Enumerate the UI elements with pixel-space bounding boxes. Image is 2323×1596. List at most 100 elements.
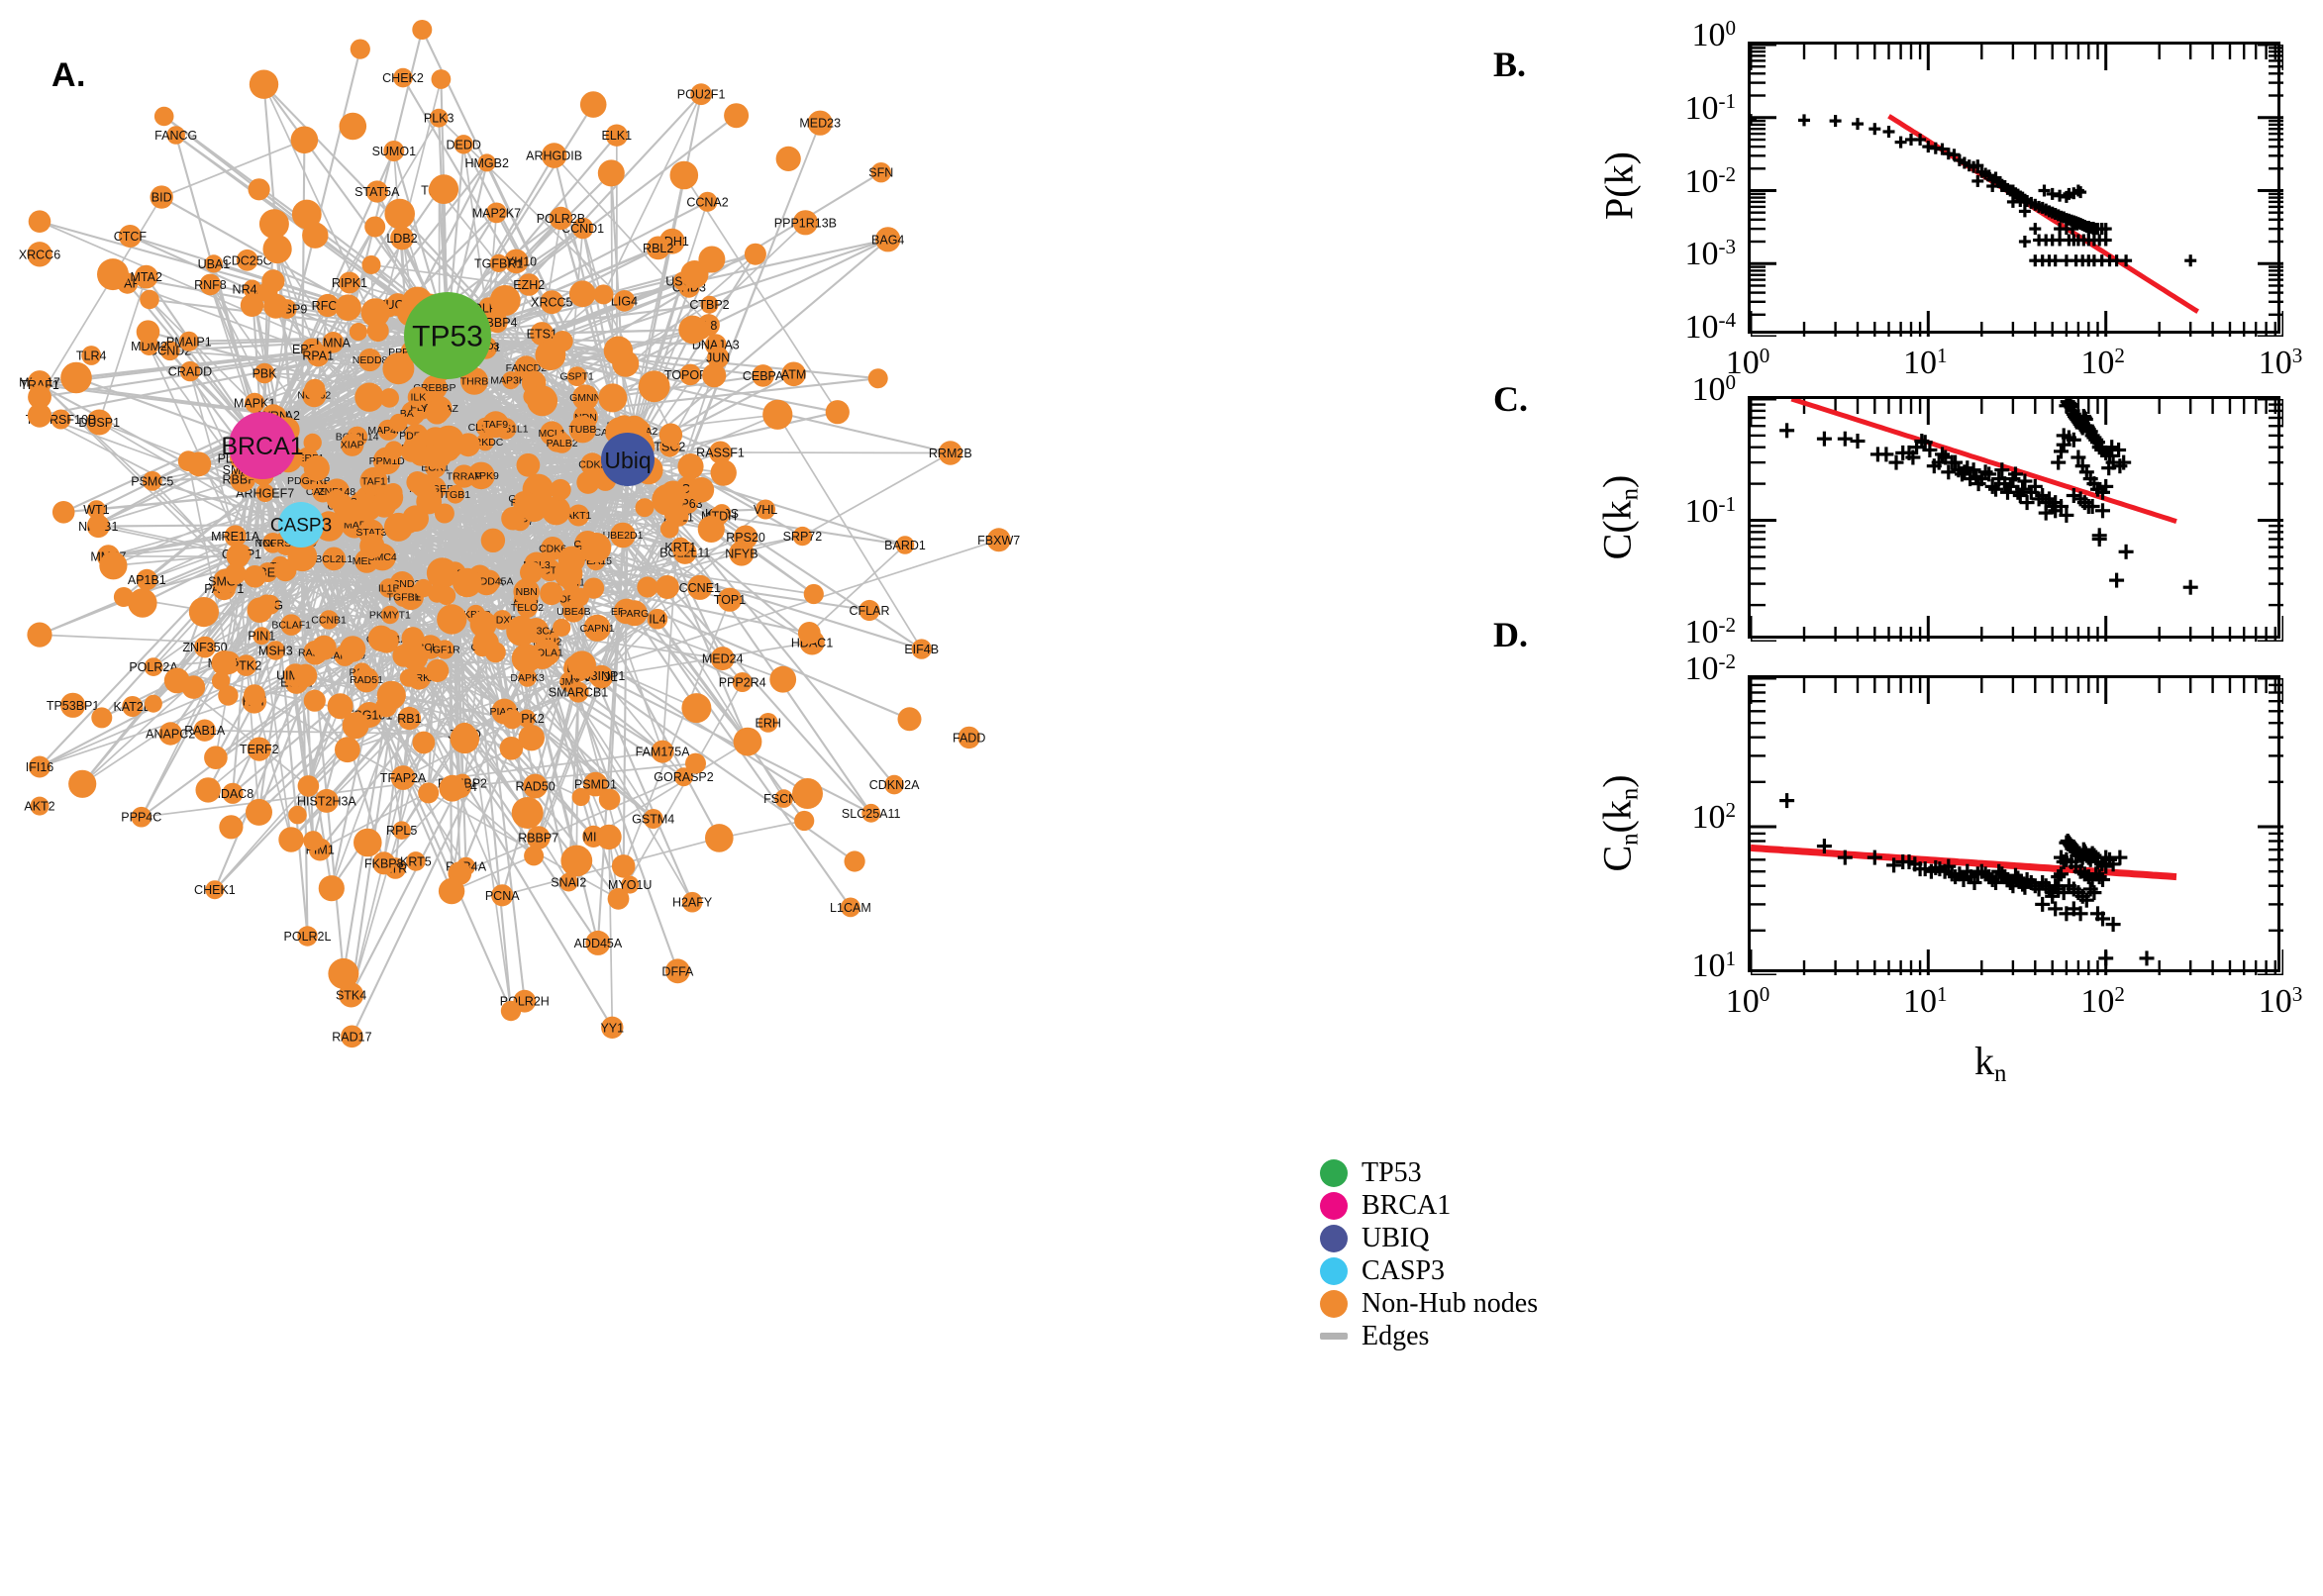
network-node[interactable] — [517, 709, 536, 728]
network-node[interactable] — [567, 650, 596, 679]
network-node[interactable] — [380, 605, 400, 625]
network-node[interactable] — [322, 547, 347, 571]
network-node[interactable] — [429, 108, 449, 128]
network-node[interactable] — [480, 528, 506, 552]
network-node[interactable] — [406, 851, 426, 871]
network-node[interactable] — [560, 845, 593, 877]
network-node[interactable] — [128, 588, 157, 618]
network-node[interactable] — [610, 522, 636, 549]
network-node[interactable] — [401, 643, 429, 671]
network-node[interactable] — [659, 520, 679, 539]
network-node[interactable] — [392, 821, 412, 840]
network-node[interactable] — [454, 135, 473, 154]
hub-node-ubiq[interactable] — [601, 433, 655, 486]
network-node[interactable] — [439, 774, 466, 802]
network-node[interactable] — [491, 884, 514, 907]
network-node[interactable] — [384, 441, 404, 460]
network-node[interactable] — [651, 740, 674, 763]
network-node[interactable] — [99, 551, 128, 580]
network-node[interactable] — [204, 746, 228, 769]
network-node[interactable] — [27, 403, 52, 428]
network-node[interactable] — [647, 608, 668, 630]
network-node[interactable] — [710, 647, 735, 671]
network-node[interactable] — [762, 399, 793, 430]
network-node[interactable] — [597, 159, 625, 187]
network-node[interactable] — [412, 20, 433, 40]
network-node[interactable] — [733, 727, 762, 756]
network-node[interactable] — [681, 891, 703, 913]
network-node[interactable] — [710, 459, 737, 486]
network-node[interactable] — [118, 225, 142, 248]
network-node[interactable] — [383, 141, 405, 161]
network-node[interactable] — [248, 178, 270, 201]
network-node[interactable] — [707, 347, 730, 369]
network-node[interactable] — [453, 567, 482, 598]
network-node[interactable] — [794, 810, 815, 832]
network-node[interactable] — [583, 577, 605, 599]
network-node[interactable] — [571, 217, 594, 240]
network-node[interactable] — [262, 234, 292, 264]
network-node[interactable] — [803, 583, 824, 605]
network-node[interactable] — [389, 413, 408, 433]
network-node[interactable] — [258, 209, 289, 240]
network-node[interactable] — [322, 332, 345, 353]
network-node[interactable] — [401, 627, 425, 649]
network-node[interactable] — [365, 180, 388, 203]
network-node[interactable] — [844, 850, 865, 872]
network-node[interactable] — [895, 536, 915, 554]
network-node[interactable] — [150, 185, 173, 209]
network-node[interactable] — [576, 470, 600, 494]
network-node[interactable] — [571, 787, 590, 807]
network-node[interactable] — [188, 597, 219, 628]
network-node[interactable] — [158, 722, 182, 746]
network-node[interactable] — [724, 103, 750, 129]
network-node[interactable] — [986, 528, 1011, 552]
network-node[interactable] — [541, 537, 565, 560]
network-node[interactable] — [435, 640, 454, 659]
network-node[interactable] — [553, 618, 571, 638]
network-node[interactable] — [744, 243, 766, 265]
network-node[interactable] — [540, 290, 564, 315]
network-node[interactable] — [603, 336, 634, 365]
network-node[interactable] — [523, 773, 548, 799]
network-node[interactable] — [27, 622, 52, 648]
network-node[interactable] — [122, 696, 144, 717]
network-node[interactable] — [807, 110, 833, 136]
network-node[interactable] — [311, 635, 337, 660]
network-node[interactable] — [567, 504, 590, 527]
network-node[interactable] — [482, 411, 509, 439]
network-node[interactable] — [226, 544, 251, 568]
network-node[interactable] — [314, 788, 339, 813]
network-node[interactable] — [166, 126, 185, 145]
network-node[interactable] — [426, 557, 458, 589]
network-node[interactable] — [225, 562, 247, 585]
network-node[interactable] — [318, 875, 345, 902]
network-node[interactable] — [342, 712, 369, 740]
network-node[interactable] — [27, 242, 52, 267]
network-node[interactable] — [327, 693, 354, 720]
network-node[interactable] — [303, 689, 326, 712]
network-node[interactable] — [366, 320, 389, 343]
network-node[interactable] — [691, 320, 711, 340]
network-node[interactable] — [758, 713, 778, 733]
network-node[interactable] — [290, 126, 319, 154]
network-node[interactable] — [674, 767, 693, 787]
network-node[interactable] — [91, 707, 113, 729]
network-node[interactable] — [431, 69, 452, 89]
network-node[interactable] — [669, 160, 699, 190]
network-node[interactable] — [601, 1016, 624, 1040]
network-node[interactable] — [489, 253, 508, 272]
network-node[interactable] — [598, 788, 621, 811]
network-node[interactable] — [709, 441, 732, 464]
network-node[interactable] — [316, 293, 340, 318]
network-node[interactable] — [585, 930, 611, 955]
network-node[interactable] — [659, 480, 686, 507]
network-node[interactable] — [194, 636, 216, 658]
network-node[interactable] — [193, 719, 216, 742]
network-node[interactable] — [621, 600, 648, 627]
network-node[interactable] — [28, 385, 51, 409]
network-node[interactable] — [306, 344, 330, 367]
network-node[interactable] — [51, 501, 75, 524]
network-node[interactable] — [136, 320, 160, 345]
network-node[interactable] — [304, 378, 326, 400]
